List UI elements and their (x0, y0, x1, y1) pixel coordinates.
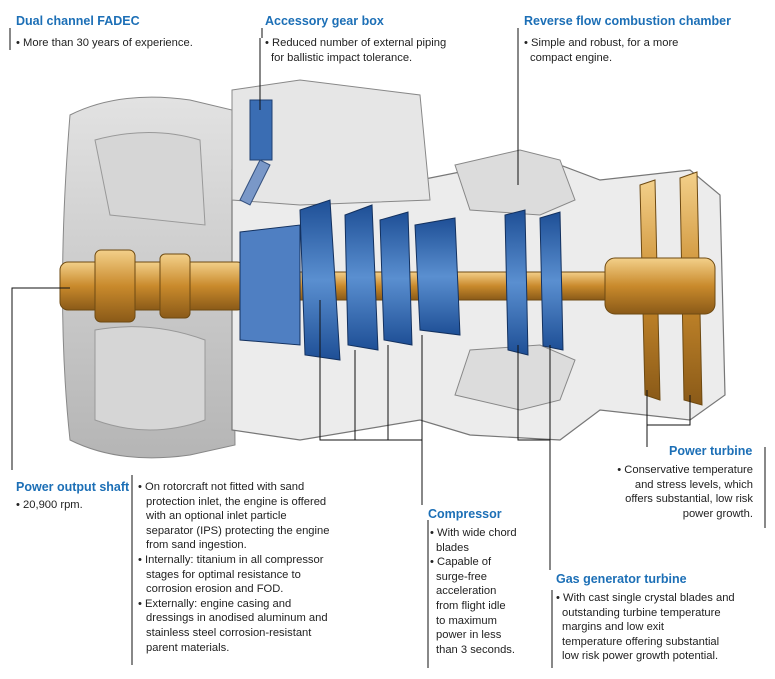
general-note-line: corrosion erosion and FOD. (146, 583, 284, 596)
gas-generator-note-line: margins and low exit (562, 621, 664, 634)
shaft-notes: • 20,900 rpm. (16, 498, 83, 513)
gas-generator-turbine (504, 209, 564, 356)
general-note-line: separator (IPS) protecting the engine (146, 524, 330, 537)
compressor-note-line: power in less (436, 629, 502, 642)
general-note-line: with an optional inlet particle (146, 510, 287, 523)
compressor-rotor (239, 199, 461, 361)
gas-generator-note-line: outstanding turbine temperature (562, 606, 721, 619)
compressor-note-line: blades (436, 541, 469, 554)
general-note-line: protection inlet, the engine is offered (146, 495, 327, 508)
compressor-notes: • With wide chord blades • Capable of su… (430, 526, 517, 657)
power-turbine (604, 171, 716, 406)
combustion-title: Reverse flow combustion chamber (524, 14, 732, 28)
power-turbine-note-line: offers substantial, low risk (625, 493, 753, 506)
general-note-line: • Internally: titanium in all compressor (138, 553, 324, 566)
gearbox-note-line: • Reduced number of external piping (265, 37, 447, 49)
gas-generator-note-line: low risk power growth potential. (562, 650, 719, 663)
fadec-notes: • More than 30 years of experience. (16, 36, 193, 51)
gearbox-housing (231, 79, 431, 206)
compressor-note-line: from flight idle (436, 599, 506, 612)
power-turbine-title: Power turbine (669, 444, 753, 458)
general-note-line: stages for optimal resistance to (146, 568, 301, 581)
power-turbine-note-line: • Conservative temperature (617, 464, 753, 476)
power-turbine-leader-bracket (646, 390, 691, 426)
shaft-leader-line (11, 287, 70, 470)
general-note-line: • On rotorcraft not fitted with sand (138, 481, 305, 493)
gearbox-note-line: for ballistic impact tolerance. (271, 51, 413, 64)
compressor-note-line: to maximum (436, 614, 497, 627)
fadec-title: Dual channel FADEC (16, 14, 140, 28)
general-notes: • On rotorcraft not fitted with sand pro… (138, 480, 329, 655)
general-note-line: parent materials. (146, 641, 230, 654)
gas-generator-leader-bracket (517, 345, 551, 441)
fadec-note-line: • More than 30 years of experience. (16, 37, 193, 49)
compressor-note-line: surge-free (436, 570, 487, 583)
general-note-line: stainless steel corrosion-resistant (146, 626, 312, 639)
combustion-note-line: compact engine. (530, 51, 613, 64)
leader-lines (9, 28, 766, 668)
compressor-leader-bracket (319, 300, 423, 441)
power-turbine-note-line: power growth. (682, 507, 753, 520)
compressor-note-line: than 3 seconds. (436, 643, 515, 656)
power-turbine-note-line: and stress levels, which (634, 478, 753, 491)
gas-generator-title: Gas generator turbine (556, 572, 687, 586)
gas-generator-note-line: • With cast single crystal blades and (556, 592, 735, 604)
gearbox-title: Accessory gear box (265, 14, 384, 28)
gearbox-notes: • Reduced number of external piping for … (265, 36, 446, 65)
general-note-line: from sand ingestion. (146, 539, 247, 552)
compressor-note-line: • With wide chord (430, 527, 517, 539)
combustion-notes: • Simple and robust, for a more compact … (524, 36, 678, 65)
compressor-note-line: acceleration (436, 585, 497, 598)
power-turbine-notes: • Conservative temperature and stress le… (617, 463, 753, 521)
combustion-note-line: • Simple and robust, for a more (524, 37, 679, 49)
gas-generator-notes: • With cast single crystal blades and ou… (556, 591, 735, 664)
general-note-line: dressings in anodised aluminum and (146, 612, 328, 625)
general-note-line: • Externally: engine casing and (138, 597, 292, 610)
shaft-note-line: • 20,900 rpm. (16, 499, 83, 511)
compressor-note-line: • Capable of (430, 556, 492, 569)
shaft-title: Power output shaft (16, 480, 130, 494)
compressor-title: Compressor (428, 507, 502, 521)
gas-generator-note-line: temperature offering substantial (562, 635, 720, 648)
